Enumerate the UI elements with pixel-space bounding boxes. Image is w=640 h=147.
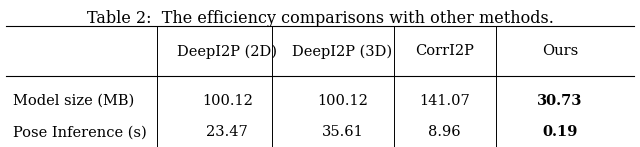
Text: Pose Inference (s): Pose Inference (s) xyxy=(13,125,147,139)
Text: 141.07: 141.07 xyxy=(419,94,470,108)
Text: Model size (MB): Model size (MB) xyxy=(13,94,134,108)
Text: Table 2:  The efficiency comparisons with other methods.: Table 2: The efficiency comparisons with… xyxy=(86,10,554,27)
Text: DeepI2P (2D): DeepI2P (2D) xyxy=(177,44,277,59)
Text: 100.12: 100.12 xyxy=(202,94,253,108)
Text: 8.96: 8.96 xyxy=(429,125,461,139)
Text: Ours: Ours xyxy=(542,44,578,59)
Text: 23.47: 23.47 xyxy=(206,125,248,139)
Text: 30.73: 30.73 xyxy=(538,94,582,108)
Text: 0.19: 0.19 xyxy=(542,125,578,139)
Text: 100.12: 100.12 xyxy=(317,94,368,108)
Text: 35.61: 35.61 xyxy=(321,125,364,139)
Text: DeepI2P (3D): DeepI2P (3D) xyxy=(292,44,392,59)
Text: CorrI2P: CorrI2P xyxy=(415,44,474,59)
